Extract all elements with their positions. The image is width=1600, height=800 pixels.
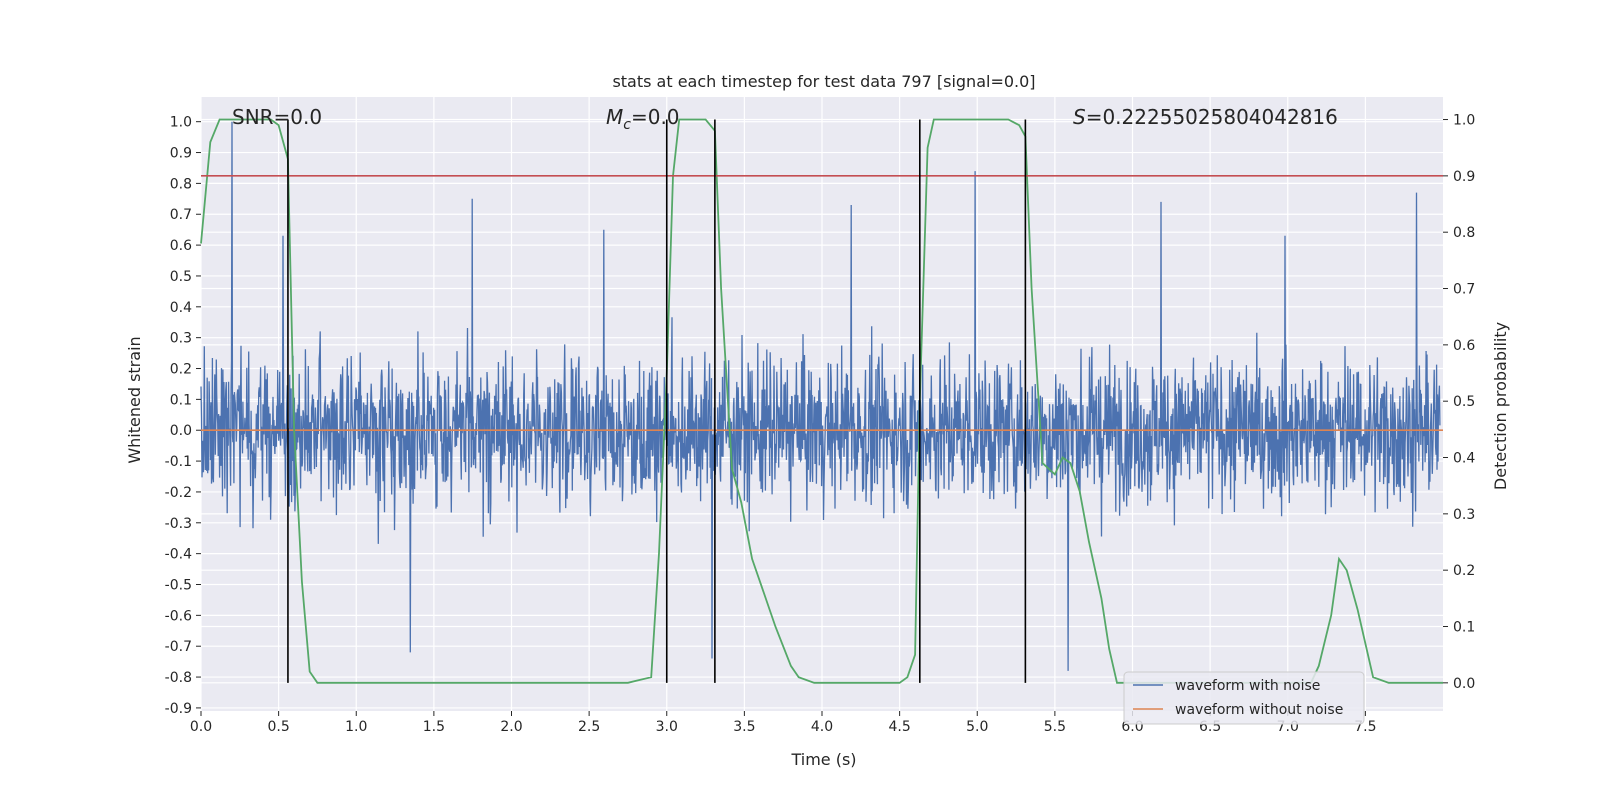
y-tick-label: 0.1 bbox=[170, 392, 192, 408]
legend-label-clean: waveform without noise bbox=[1175, 702, 1343, 718]
y2-tick-label: 0.2 bbox=[1453, 563, 1475, 579]
y-tick-label: 0.0 bbox=[170, 423, 192, 439]
y-tick-label: 0.8 bbox=[170, 176, 192, 192]
mc-annotation: Mc=0.0 bbox=[606, 105, 680, 133]
y2-axis-ticks: 1.0 0.9 0.8 0.7 0.6 0.5 0.4 0.3 0.2 0.1 0.0 bbox=[1443, 113, 1475, 692]
y-tick-label: 0.2 bbox=[170, 362, 192, 378]
x-tick-label: 3.5 bbox=[733, 719, 755, 735]
y-tick-label: -0.1 bbox=[165, 454, 192, 470]
y2-tick-label: 0.7 bbox=[1453, 282, 1475, 298]
x-tick-label: 1.5 bbox=[423, 719, 445, 735]
x-axis-label: Time (s) bbox=[790, 750, 856, 769]
x-tick-label: 2.0 bbox=[500, 719, 522, 735]
y2-tick-label: 1.0 bbox=[1453, 113, 1475, 129]
legend-label-noise: waveform with noise bbox=[1175, 678, 1320, 694]
noise-series bbox=[200, 121, 1441, 671]
legend: waveform with noise waveform without noi… bbox=[1123, 671, 1365, 725]
s-annotation: S=0.22255025804042816 bbox=[1073, 105, 1338, 129]
y-tick-label: 0.6 bbox=[170, 238, 192, 254]
y-tick-label: -0.5 bbox=[165, 577, 192, 593]
y-tick-label: 0.5 bbox=[170, 269, 192, 285]
y2-tick-label: 0.1 bbox=[1453, 620, 1475, 636]
y-axis-ticks: 1.0 0.9 0.8 0.7 0.6 0.5 0.4 0.3 0.2 0.1 0.0 -0.1 -0.… bbox=[165, 115, 201, 717]
series-lines bbox=[200, 118, 1443, 684]
y-tick-label: -0.7 bbox=[165, 639, 192, 655]
y-tick-label: -0.8 bbox=[165, 670, 192, 686]
noise-waveform-line bbox=[200, 121, 1441, 671]
vertical-markers bbox=[287, 119, 1027, 683]
y2-tick-label: 0.3 bbox=[1453, 507, 1475, 523]
y-tick-label: 0.7 bbox=[170, 207, 192, 223]
legend-box bbox=[1123, 671, 1365, 725]
y2-tick-label: 0.5 bbox=[1453, 394, 1475, 410]
x-tick-label: 0.0 bbox=[190, 719, 212, 735]
y-tick-label: -0.6 bbox=[165, 608, 192, 624]
x-tick-label: 4.0 bbox=[811, 719, 833, 735]
y2-tick-label: 0.0 bbox=[1453, 676, 1475, 692]
x-tick-label: 5.0 bbox=[966, 719, 988, 735]
y2-tick-label: 0.6 bbox=[1453, 338, 1475, 354]
y-axis-label: Whitened strain bbox=[125, 336, 144, 463]
mc-symbol: M bbox=[606, 105, 623, 129]
y-tick-label: -0.9 bbox=[165, 701, 192, 717]
mc-subscript: c bbox=[623, 117, 631, 133]
chart-title: stats at each timestep for test data 797… bbox=[612, 72, 1035, 91]
x-tick-label: 2.5 bbox=[578, 719, 600, 735]
x-tick-label: 1.0 bbox=[345, 719, 367, 735]
x-tick-label: 5.5 bbox=[1044, 719, 1066, 735]
s-value: =0.22255025804042816 bbox=[1086, 105, 1338, 129]
snr-annotation: SNR=0.0 bbox=[232, 105, 322, 129]
y-tick-label: -0.3 bbox=[165, 516, 192, 532]
x-tick-label: 4.5 bbox=[888, 719, 910, 735]
y2-tick-label: 0.8 bbox=[1453, 225, 1475, 241]
y-tick-label: 0.3 bbox=[170, 331, 192, 347]
y-tick-label: 0.4 bbox=[170, 300, 192, 316]
series-line-detection-probability bbox=[200, 118, 1443, 684]
x-tick-label: 3.0 bbox=[656, 719, 678, 735]
x-tick-label: 0.5 bbox=[267, 719, 289, 735]
y-tick-label: -0.2 bbox=[165, 485, 192, 501]
y2-tick-label: 0.4 bbox=[1453, 451, 1475, 467]
y2-axis-label: Detection probability bbox=[1491, 322, 1510, 490]
y2-tick-label: 0.9 bbox=[1453, 169, 1475, 185]
y-tick-label: 1.0 bbox=[170, 115, 192, 131]
s-symbol: S bbox=[1073, 105, 1086, 129]
y-tick-label: 0.9 bbox=[170, 146, 192, 162]
mc-value: =0.0 bbox=[631, 105, 680, 129]
y-tick-label: -0.4 bbox=[165, 547, 192, 563]
